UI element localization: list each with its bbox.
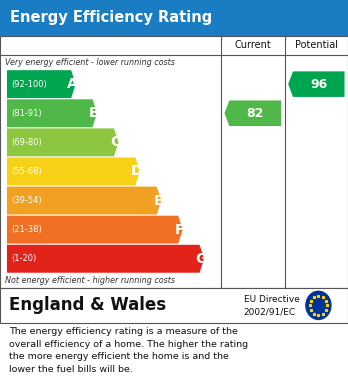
Bar xyxy=(0,36,348,288)
Text: (81-91): (81-91) xyxy=(11,109,42,118)
Text: Potential: Potential xyxy=(295,40,338,50)
Text: Energy Efficiency Rating: Energy Efficiency Rating xyxy=(10,11,213,25)
Polygon shape xyxy=(7,245,204,273)
Text: (92-100): (92-100) xyxy=(11,80,47,89)
Bar xyxy=(0,288,348,323)
Text: Very energy efficient - lower running costs: Very energy efficient - lower running co… xyxy=(5,57,175,67)
Polygon shape xyxy=(7,70,76,98)
Polygon shape xyxy=(7,216,183,244)
Text: 2002/91/EC: 2002/91/EC xyxy=(244,308,296,317)
Polygon shape xyxy=(224,100,281,126)
Text: F: F xyxy=(175,222,184,237)
Text: E: E xyxy=(153,194,163,208)
Polygon shape xyxy=(288,71,345,97)
Text: 96: 96 xyxy=(310,78,327,91)
Text: (55-68): (55-68) xyxy=(11,167,42,176)
Text: (69-80): (69-80) xyxy=(11,138,42,147)
Text: (39-54): (39-54) xyxy=(11,196,42,205)
Text: (21-38): (21-38) xyxy=(11,225,42,234)
Text: 82: 82 xyxy=(247,107,264,120)
Text: (1-20): (1-20) xyxy=(11,254,37,263)
Text: B: B xyxy=(89,106,99,120)
Text: Not energy efficient - higher running costs: Not energy efficient - higher running co… xyxy=(5,276,175,285)
Circle shape xyxy=(306,291,331,319)
Text: The energy efficiency rating is a measure of the
overall efficiency of a home. T: The energy efficiency rating is a measur… xyxy=(9,327,248,374)
Text: EU Directive: EU Directive xyxy=(244,295,300,304)
Text: D: D xyxy=(131,165,142,178)
Polygon shape xyxy=(7,99,97,127)
Bar xyxy=(0,0,348,36)
Text: C: C xyxy=(110,135,120,149)
Polygon shape xyxy=(7,187,161,215)
Text: Current: Current xyxy=(235,40,271,50)
Polygon shape xyxy=(7,158,140,185)
Polygon shape xyxy=(7,128,118,156)
Text: G: G xyxy=(195,252,207,266)
Text: England & Wales: England & Wales xyxy=(9,296,166,314)
Text: A: A xyxy=(67,77,78,91)
